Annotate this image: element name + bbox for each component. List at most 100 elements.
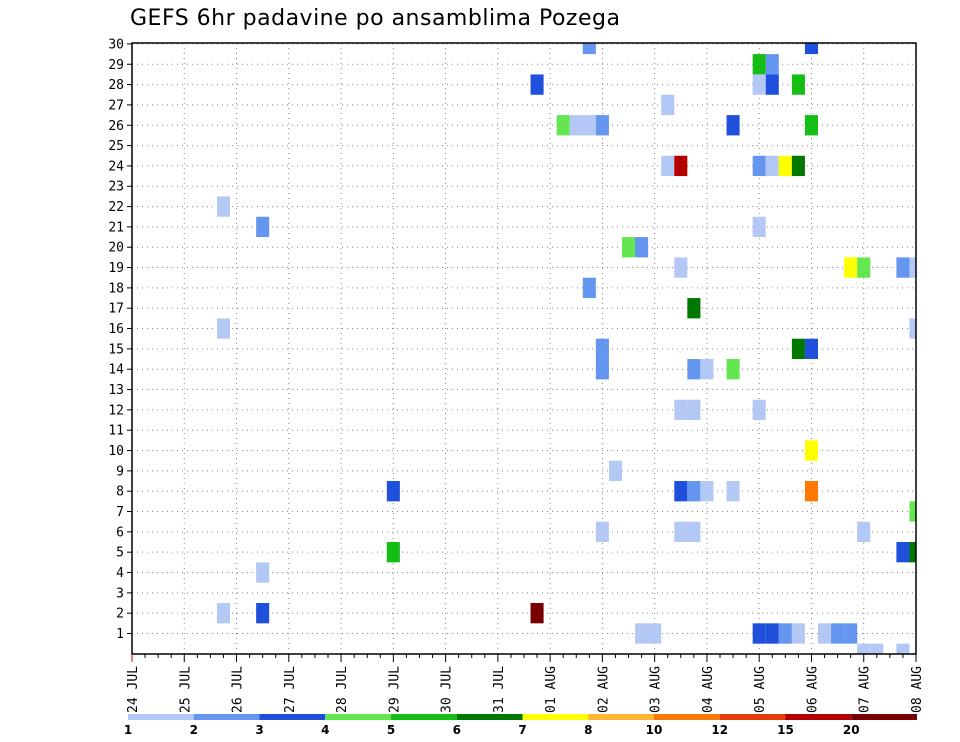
precip-cell bbox=[582, 43, 596, 55]
precip-cell bbox=[752, 216, 766, 238]
precip-cell bbox=[674, 155, 688, 177]
precip-cell bbox=[857, 521, 871, 543]
precip-cell bbox=[674, 521, 688, 543]
precip-cell bbox=[595, 115, 609, 136]
y-tick-label: 16 bbox=[108, 322, 124, 337]
precip-cell bbox=[530, 74, 544, 95]
y-tick-label: 5 bbox=[116, 546, 124, 561]
y-tick-label: 11 bbox=[108, 424, 124, 439]
precip-cell bbox=[216, 196, 230, 217]
precip-cell bbox=[791, 338, 805, 360]
x-tick-label: 01 AUG bbox=[544, 666, 559, 713]
y-tick-label: 23 bbox=[108, 180, 124, 195]
precip-cell bbox=[674, 257, 688, 278]
colorbar-label: 20 bbox=[843, 723, 860, 737]
precip-cell bbox=[687, 521, 701, 543]
y-tick-label: 14 bbox=[108, 363, 124, 378]
colorbar-swatch bbox=[851, 714, 917, 720]
y-tick-label: 7 bbox=[116, 505, 124, 520]
precip-cell bbox=[844, 623, 858, 644]
x-tick-label: 05 AUG bbox=[753, 666, 768, 713]
precip-cell bbox=[608, 460, 622, 482]
y-tick-label: 9 bbox=[116, 464, 124, 479]
precip-cell bbox=[804, 440, 818, 461]
y-tick-label: 21 bbox=[108, 220, 124, 235]
precip-cell bbox=[386, 481, 400, 502]
precip-cell bbox=[804, 43, 818, 55]
y-tick-label: 24 bbox=[108, 159, 124, 174]
colorbar-label: 4 bbox=[321, 723, 329, 737]
y-tick-label: 29 bbox=[108, 58, 124, 73]
y-tick-label: 6 bbox=[116, 525, 124, 540]
precip-cell bbox=[700, 481, 714, 502]
colorbar-swatch bbox=[391, 714, 457, 720]
precip-cell bbox=[687, 399, 701, 421]
precip-cell bbox=[595, 521, 609, 543]
colorbar: 1 2 3 4 5 6 7 8 10 12 15 20 bbox=[124, 714, 917, 737]
x-tick-label: 06 AUG bbox=[805, 666, 820, 713]
x-tick-label: 07 AUG bbox=[858, 666, 873, 713]
precip-cell bbox=[765, 155, 779, 177]
y-axis: 1234567891011121314151617181920212223242… bbox=[108, 37, 132, 642]
precip-cell bbox=[569, 115, 583, 136]
y-tick-label: 30 bbox=[108, 37, 124, 52]
y-tick-label: 1 bbox=[116, 627, 124, 642]
y-tick-label: 19 bbox=[108, 261, 124, 276]
precip-cell bbox=[909, 257, 916, 278]
precip-cell bbox=[556, 115, 570, 136]
precip-cell bbox=[700, 359, 714, 380]
precip-cell bbox=[661, 155, 675, 177]
x-tick-label: 29 JUL bbox=[387, 666, 402, 713]
colorbar-label: 1 bbox=[124, 723, 132, 737]
colorbar-label: 10 bbox=[646, 723, 663, 737]
precip-cell bbox=[896, 542, 910, 563]
x-tick-label: 31 JUL bbox=[492, 666, 507, 713]
precip-cell bbox=[386, 542, 400, 563]
y-tick-label: 20 bbox=[108, 241, 124, 256]
colorbar-label: 8 bbox=[584, 723, 592, 737]
precip-cell bbox=[635, 237, 649, 258]
precip-cell bbox=[216, 318, 230, 339]
x-tick-label: 25 JUL bbox=[178, 666, 193, 713]
precip-cell bbox=[804, 481, 818, 502]
precip-cell bbox=[896, 257, 910, 278]
y-tick-label: 12 bbox=[108, 403, 124, 418]
precip-cell bbox=[595, 338, 609, 360]
y-tick-label: 3 bbox=[116, 586, 124, 601]
precip-cells bbox=[216, 43, 916, 654]
precip-cell bbox=[256, 216, 270, 238]
precip-cell bbox=[752, 623, 766, 644]
precip-cell bbox=[831, 623, 845, 644]
precip-cell bbox=[582, 115, 596, 136]
precip-cell bbox=[216, 603, 230, 624]
y-tick-label: 22 bbox=[108, 200, 124, 215]
colorbar-swatch bbox=[456, 714, 523, 720]
y-tick-label: 28 bbox=[108, 78, 124, 93]
precip-cell bbox=[726, 481, 740, 502]
precip-cell bbox=[765, 74, 779, 95]
precip-cell bbox=[530, 603, 544, 624]
precip-cell bbox=[818, 623, 832, 644]
precip-cell bbox=[726, 115, 740, 136]
precip-cell bbox=[622, 237, 636, 258]
x-tick-label: 28 JUL bbox=[335, 666, 350, 713]
precip-cell bbox=[909, 542, 916, 563]
precip-cell bbox=[857, 257, 871, 278]
precip-cell bbox=[844, 257, 858, 278]
y-tick-label: 15 bbox=[108, 342, 124, 357]
y-tick-label: 2 bbox=[116, 607, 124, 622]
precip-cell bbox=[687, 481, 701, 502]
precip-cell bbox=[674, 399, 688, 421]
y-tick-label: 18 bbox=[108, 281, 124, 296]
precip-cell bbox=[661, 94, 675, 116]
precip-cell bbox=[648, 623, 662, 644]
colorbar-label: 12 bbox=[711, 723, 728, 737]
precip-cell bbox=[752, 54, 766, 75]
precip-cell bbox=[752, 399, 766, 421]
precip-cell bbox=[687, 359, 701, 380]
colorbar-swatch bbox=[785, 714, 852, 720]
colorbar-swatch bbox=[259, 714, 326, 720]
y-tick-label: 17 bbox=[108, 302, 124, 317]
precip-cell bbox=[256, 603, 270, 624]
colorbar-swatch bbox=[128, 714, 194, 720]
